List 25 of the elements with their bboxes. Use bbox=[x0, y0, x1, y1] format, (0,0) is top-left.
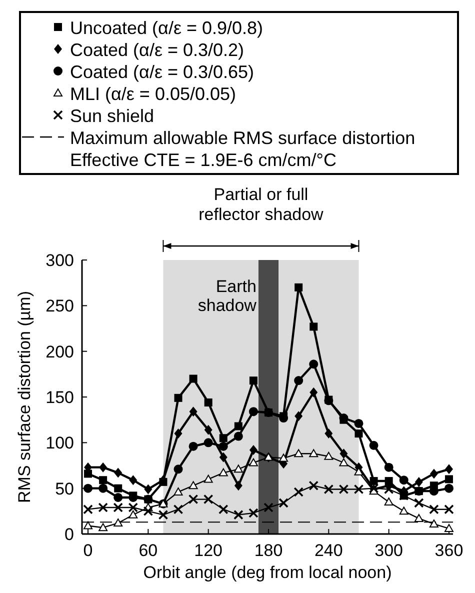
x-tick-label: 120 bbox=[194, 541, 223, 560]
legend-label: Sun shield bbox=[70, 106, 154, 126]
x-tick-label: 60 bbox=[138, 541, 158, 560]
y-tick-label: 100 bbox=[46, 434, 74, 453]
y-tick-label: 300 bbox=[46, 250, 74, 270]
y-tick-label: 0 bbox=[64, 524, 74, 544]
x-axis-title: Orbit angle (deg from local noon) bbox=[143, 563, 392, 582]
legend-label: MLI (α/ε = 0.05/0.05) bbox=[70, 84, 236, 104]
y-tick-label: 150 bbox=[46, 388, 74, 407]
y-axis-title: RMS surface distortion (µm) bbox=[15, 291, 34, 503]
y-tick-label: 200 bbox=[46, 342, 74, 362]
y-tick-label: 250 bbox=[46, 296, 74, 316]
band-label: Partial or full reflector shadow bbox=[198, 185, 324, 224]
legend-label: Coated (α/ε = 0.3/0.65) bbox=[70, 62, 254, 82]
band-label: Earth shadow bbox=[198, 277, 258, 315]
x-tick-label: 360 bbox=[434, 541, 464, 560]
x-tick-label: 300 bbox=[374, 541, 404, 560]
y-tick-label: 50 bbox=[55, 479, 74, 498]
x-tick-label: 180 bbox=[254, 541, 283, 560]
text: Effective CTE = 1.9E-6 cm/cm/°C bbox=[70, 150, 336, 170]
x-tick-label: 240 bbox=[314, 541, 343, 560]
x-tick-label: 0 bbox=[83, 541, 93, 560]
legend-label: Uncoated (α/ε = 0.9/0.8) bbox=[70, 18, 264, 38]
legend-label: Maximum allowable RMS surface distortion bbox=[70, 128, 416, 148]
legend-label: Coated (α/ε = 0.3/0.2) bbox=[70, 40, 244, 60]
